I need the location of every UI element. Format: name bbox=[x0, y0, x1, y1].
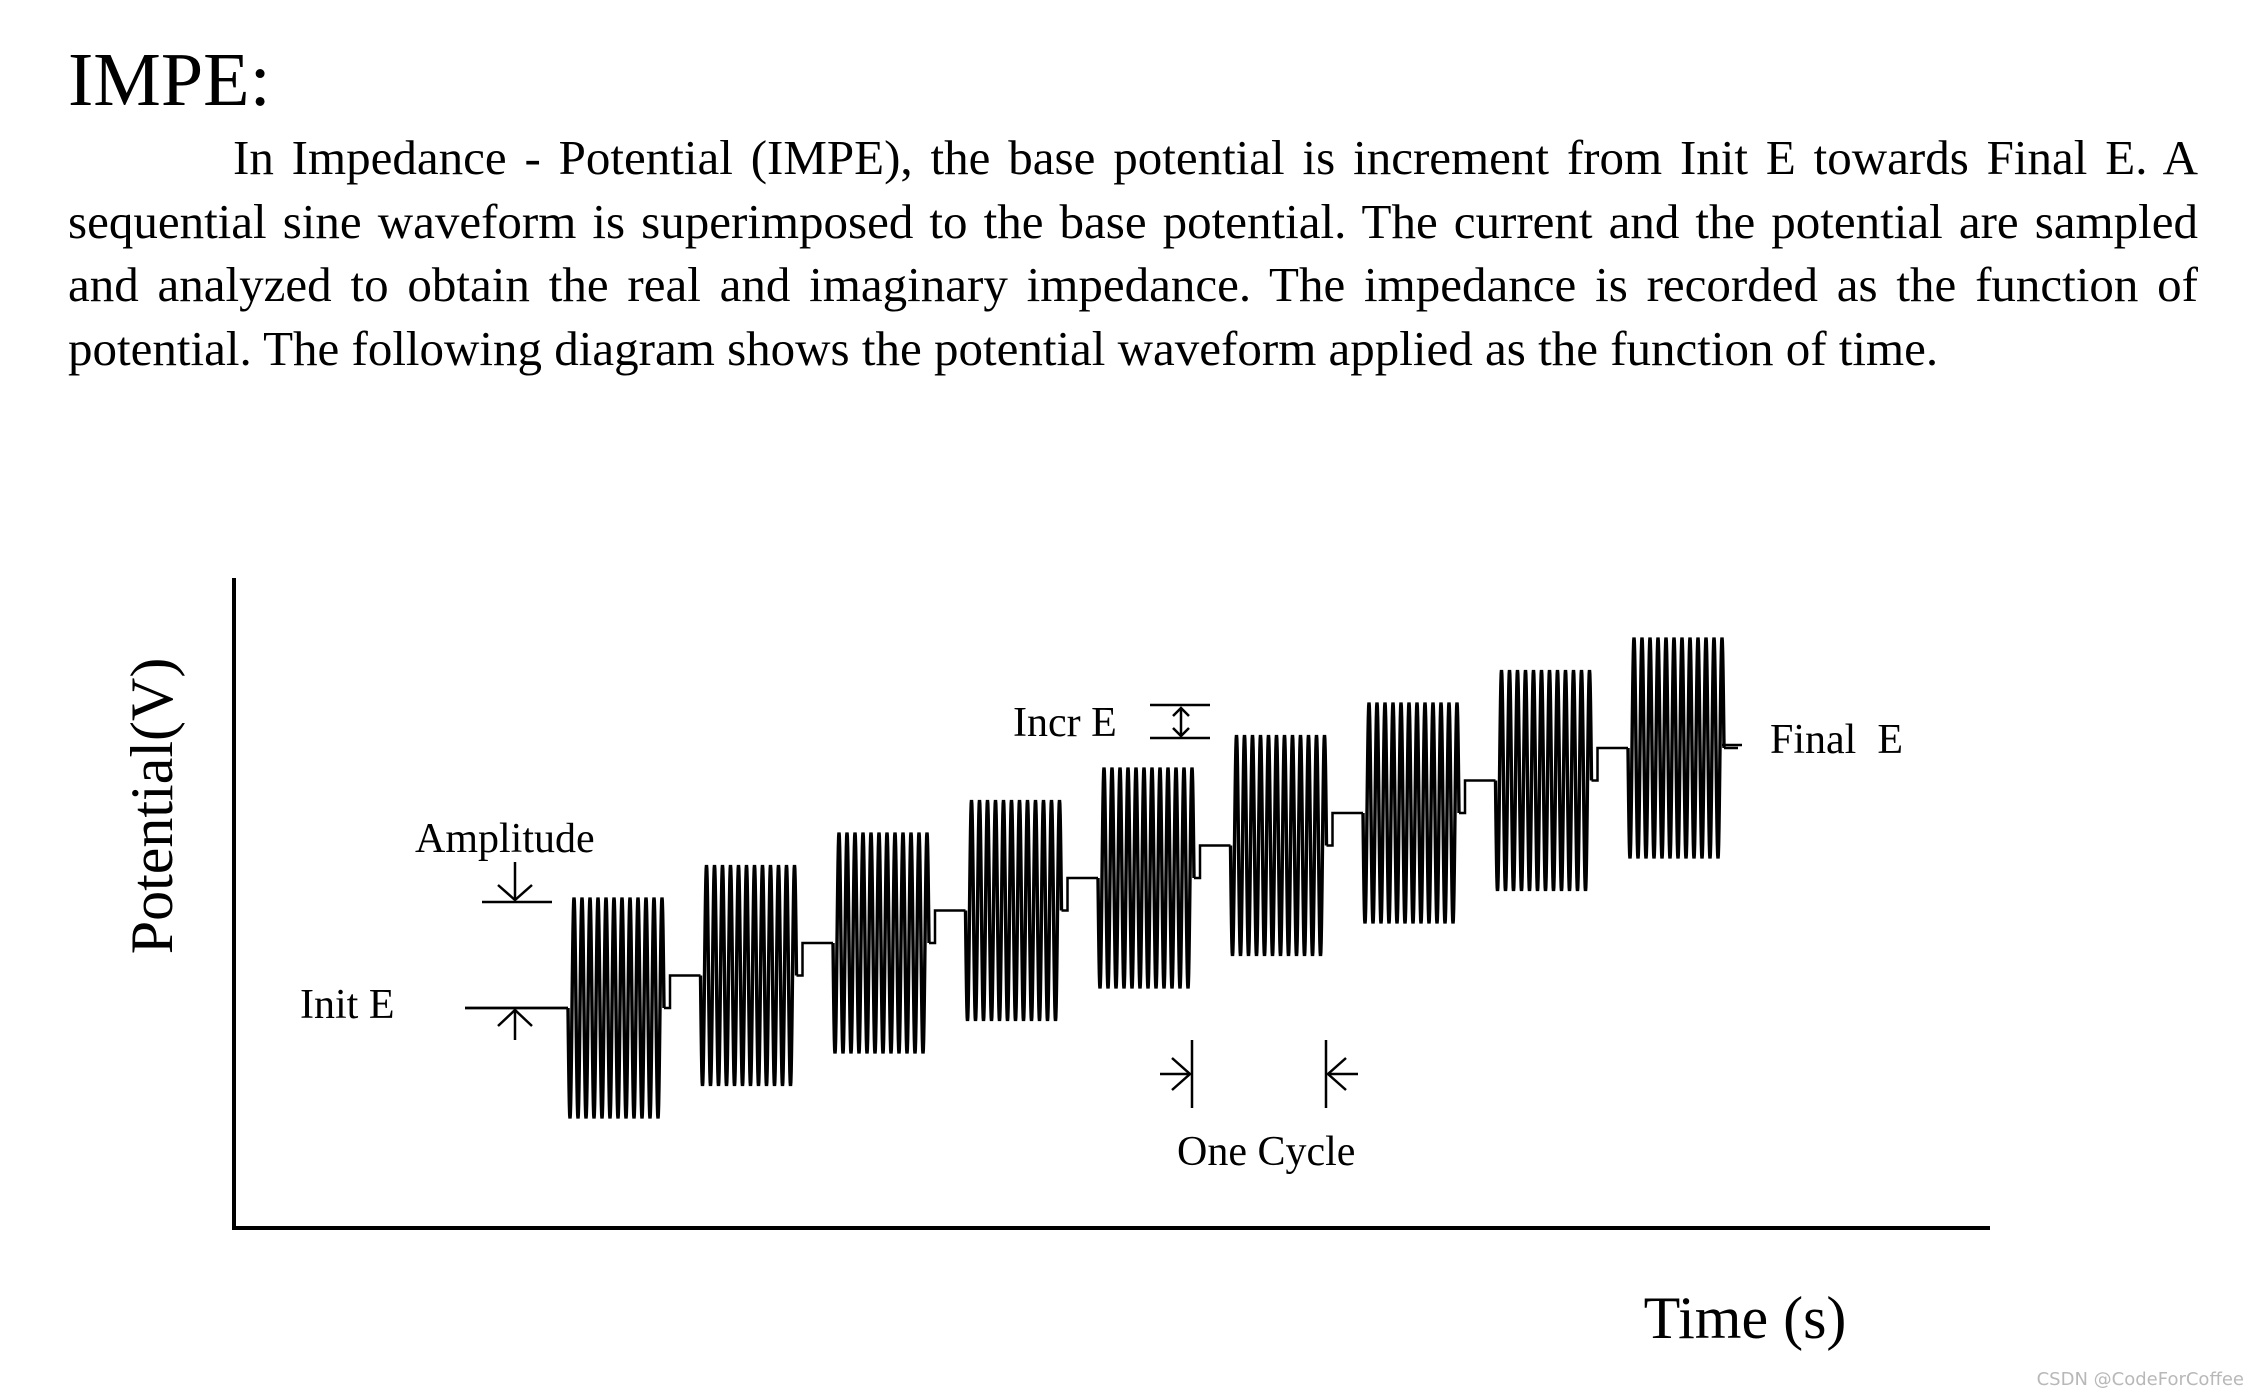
base-step-line bbox=[1591, 746, 1628, 782]
y-axis-label: Potential(V) bbox=[119, 658, 185, 955]
description-paragraph: In Impedance - Potential (IMPE), the bas… bbox=[68, 130, 2198, 376]
sine-burst bbox=[1361, 702, 1461, 924]
waveform-step bbox=[1096, 767, 1231, 989]
waveform-step bbox=[566, 897, 701, 1119]
final-e-label: Final E bbox=[1770, 717, 1903, 763]
sine-burst bbox=[698, 864, 799, 1087]
one-cycle-label: One Cycle bbox=[1177, 1129, 1355, 1175]
init-e-label: Init E bbox=[300, 982, 394, 1028]
incr-e-marker bbox=[1150, 703, 1210, 740]
base-step-line bbox=[796, 941, 833, 977]
watermark: CSDN @CodeForCoffee bbox=[2036, 1369, 2244, 1390]
waveform-step bbox=[963, 799, 1098, 1022]
incr-e-label: Incr E bbox=[1013, 700, 1117, 746]
waveform-step bbox=[1493, 669, 1628, 892]
amplitude-marker bbox=[465, 862, 568, 1040]
base-step-line bbox=[1061, 876, 1098, 912]
base-step-line bbox=[1326, 811, 1363, 847]
one-cycle-marker bbox=[1160, 1040, 1358, 1108]
x-axis-label: Time (s) bbox=[1644, 1285, 1847, 1351]
sine-burst bbox=[1096, 767, 1196, 989]
amplitude-label: Amplitude bbox=[415, 816, 595, 862]
sine-burst bbox=[963, 799, 1064, 1022]
waveform-step bbox=[1228, 734, 1363, 957]
base-step-line bbox=[1459, 779, 1496, 815]
waveform-step bbox=[831, 832, 966, 1054]
sine-burst bbox=[1228, 734, 1329, 957]
sine-burst bbox=[566, 897, 666, 1119]
sine-burst bbox=[1626, 637, 1726, 859]
base-step-line bbox=[664, 974, 701, 1010]
page-heading: IMPE: bbox=[68, 38, 271, 122]
sine-burst bbox=[831, 832, 931, 1054]
waveform-step bbox=[698, 864, 833, 1087]
base-step-line bbox=[1194, 844, 1231, 880]
base-step-line bbox=[929, 909, 966, 945]
waveform-step bbox=[1361, 702, 1496, 924]
waveform-step bbox=[1626, 637, 1738, 859]
sine-burst bbox=[1493, 669, 1594, 892]
